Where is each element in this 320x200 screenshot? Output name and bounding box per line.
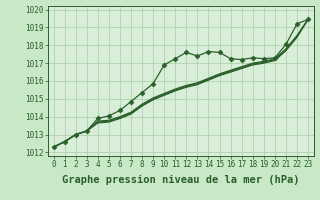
X-axis label: Graphe pression niveau de la mer (hPa): Graphe pression niveau de la mer (hPa) [62,175,300,185]
